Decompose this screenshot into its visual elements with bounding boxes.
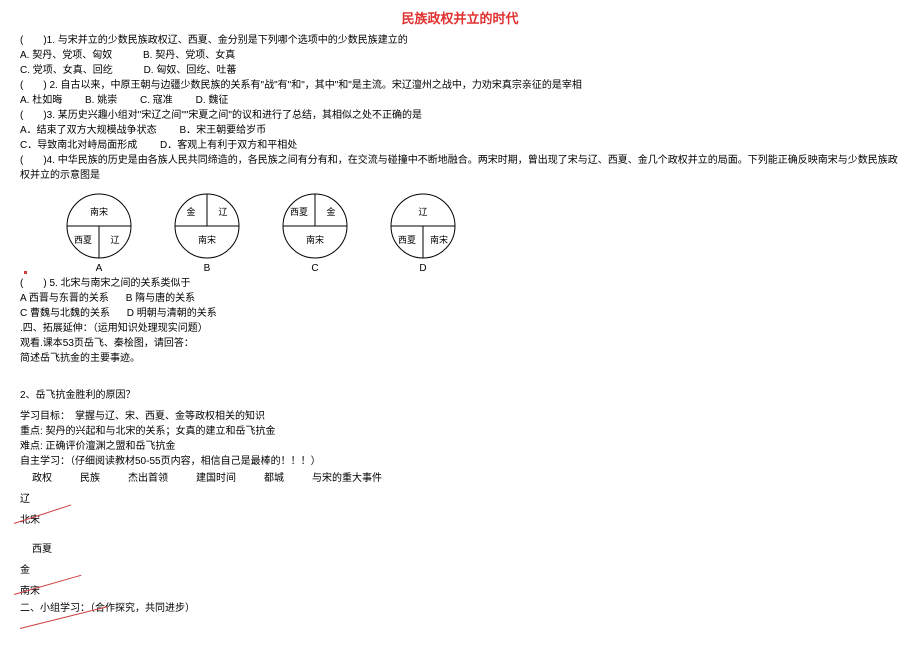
label-C: C (311, 263, 318, 274)
q4-stem: ( )4. 中华民族的历史是由各族人民共同缔造的，各民族之间有分有和，在交流与碰… (20, 153, 900, 183)
coop-heading: 二、小组学习：（合作探究，共同进步） (20, 601, 900, 616)
q5-optA: A 西晋与东晋的关系 (20, 293, 109, 304)
row-jin: 金 (20, 561, 900, 576)
diag-C-tr: 金 (326, 206, 335, 217)
q2-optD: D. 魏征 (196, 95, 229, 106)
q2-optC: C. 寇准 (140, 95, 173, 106)
bottom-strike (20, 618, 120, 632)
page-title: 民族政权并立的时代 (20, 8, 900, 27)
table-header: 政权 民族 杰出首领 建国时间 都城 与宋的重大事件 (32, 469, 900, 484)
th-1: 民族 (80, 469, 100, 484)
th-0: 政权 (32, 469, 52, 484)
diag-A-br: 辽 (110, 235, 119, 245)
circle-diagram-A: 南宋 西夏 辽 (59, 191, 139, 261)
diag-D-bl: 西夏 (398, 235, 416, 245)
q2-options: A. 杜如晦 B. 姚崇 C. 寇准 D. 魏征 (20, 93, 900, 108)
q5-optD: D 明朝与清朝的关系 (127, 308, 217, 319)
q2-optB: B. 姚崇 (85, 95, 117, 106)
q5-optB: B 隋与唐的关系 (126, 293, 195, 304)
diag-A-top: 南宋 (90, 206, 108, 217)
diag-B-tl: 金 (186, 206, 195, 217)
circle-diagram-D: 辽 西夏 南宋 (383, 191, 463, 261)
diagram-row: 南宋 西夏 辽 A 金 辽 南宋 B 西夏 金 南宋 C (24, 191, 900, 274)
diag-B-tr: 辽 (218, 207, 227, 217)
q5-row1: A 西晋与东晋的关系 B 隋与唐的关系 (20, 291, 900, 306)
th-3: 建国时间 (196, 469, 236, 484)
q1-optA: A. 契丹、党项、匈奴 (20, 50, 112, 61)
row-liao: 辽 (20, 490, 900, 505)
goal-hard: 难点: 正确评价澶渊之盟和岳飞抗金 (20, 439, 900, 454)
row-xixia: 西夏 (32, 540, 900, 555)
th-2: 杰出首领 (128, 469, 168, 484)
q5-stem: ( ) 5. 北宋与南宋之间的关系类似于 (20, 276, 900, 291)
diag-D-br: 南宋 (430, 234, 448, 245)
ext-q2: 2、岳飞抗金胜利的原因？ (20, 388, 900, 403)
diagram-C: 西夏 金 南宋 C (275, 191, 355, 274)
row-nansong: 南宋 (20, 582, 40, 597)
diag-C-tl: 西夏 (290, 207, 308, 217)
label-A: A (96, 263, 103, 274)
q5-row2: C 曹魏与北魏的关系 D 明朝与清朝的关系 (20, 306, 900, 321)
q3-optD: D．客观上有利于双方和平相处 (160, 140, 297, 151)
diag-D-top: 辽 (418, 207, 427, 217)
diag-C-bottom: 南宋 (306, 234, 324, 245)
q1-optC: C. 党项、女真、回纥 (20, 65, 113, 76)
th-5: 与宋的重大事件 (312, 469, 382, 484)
q1-stem: ( )1. 与宋并立的少数民族政权辽、西夏、金分别是下列哪个选项中的少数民族建立… (20, 33, 900, 48)
circle-diagram-B: 金 辽 南宋 (167, 191, 247, 261)
diag-B-bottom: 南宋 (198, 234, 216, 245)
ext-l2: 简述岳飞抗金的主要事迹。 (20, 351, 900, 366)
q3-options-row2: C．导致南北对峙局面形成 D．客观上有利于双方和平相处 (20, 138, 900, 153)
red-dot-icon (24, 271, 27, 274)
q3-optB: B．宋王朝要给岁币 (179, 125, 266, 136)
goal-aim: 学习目标： 掌握与辽、宋、西夏、金等政权相关的知识 (20, 409, 900, 424)
ext-l1: 观看.课本53页岳飞、秦桧图，请回答： (20, 336, 900, 351)
row-beisong: 北宋 (20, 511, 40, 526)
q3-optA: A．结束了双方大规模战争状态 (20, 125, 157, 136)
goal-self: 自主学习：（仔细阅读教材50-55页内容，相信自己是最棒的！！！） (20, 454, 900, 469)
q3-stem: ( )3. 某历史兴趣小组对"宋辽之间""宋夏之间"的议和进行了总结，其相似之处… (20, 108, 900, 123)
diagram-D: 辽 西夏 南宋 D (383, 191, 463, 274)
q1-options-row2: C. 党项、女真、回纥 D. 匈奴、回纥、吐蕃 (20, 63, 900, 78)
label-D: D (419, 263, 426, 274)
label-B: B (204, 263, 211, 274)
diagram-A: 南宋 西夏 辽 A (59, 191, 139, 274)
diag-A-bl: 西夏 (74, 235, 92, 245)
th-4: 都城 (264, 469, 284, 484)
ext-heading: .四、拓展延伸：（运用知识处理现实问题） (20, 321, 900, 336)
q1-optB: B. 契丹、党项、女真 (143, 50, 235, 61)
q2-optA: A. 杜如晦 (20, 95, 62, 106)
diagram-B: 金 辽 南宋 B (167, 191, 247, 274)
q1-optD: D. 匈奴、回纥、吐蕃 (144, 65, 237, 76)
circle-diagram-C: 西夏 金 南宋 (275, 191, 355, 261)
strike-icon (14, 575, 82, 595)
q1-options-row1: A. 契丹、党项、匈奴 B. 契丹、党项、女真 (20, 48, 900, 63)
q2-stem: ( ) 2. 自古以来，中原王朝与边疆少数民族的关系有"战"有"和"，其中"和"… (20, 78, 900, 93)
q3-optC: C．导致南北对峙局面形成 (20, 140, 137, 151)
goal-focus: 重点: 契丹的兴起和与北宋的关系；女真的建立和岳飞抗金 (20, 424, 900, 439)
q3-options-row1: A．结束了双方大规模战争状态 B．宋王朝要给岁币 (20, 123, 900, 138)
q5-optC: C 曹魏与北魏的关系 (20, 308, 110, 319)
